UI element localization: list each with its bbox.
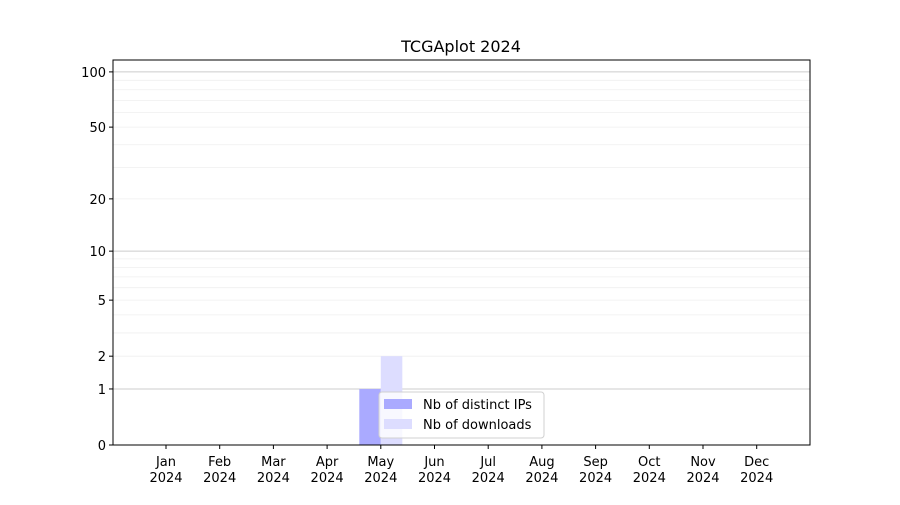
x-tick-label: Feb 2024 <box>203 455 236 486</box>
x-tick-month: Sep <box>583 455 608 470</box>
x-tick-year: 2024 <box>686 471 719 486</box>
x-tick-label: Aug 2024 <box>525 455 558 486</box>
legend-label: Nb of downloads <box>423 418 532 433</box>
x-tick-year: 2024 <box>633 471 666 486</box>
x-tick-label: Jul 2024 <box>472 455 505 486</box>
x-tick-month: Oct <box>638 455 660 470</box>
legend-swatch <box>384 419 412 429</box>
y-tick-label: 1 <box>98 383 106 398</box>
x-tick-month: Nov <box>690 455 716 470</box>
bar-distinct-ips <box>359 388 381 445</box>
legend-label: Nb of distinct IPs <box>423 398 532 413</box>
y-tick-label: 10 <box>89 245 106 260</box>
x-tick-year: 2024 <box>149 471 182 486</box>
x-tick-month: Jun <box>423 455 444 470</box>
x-tick-label: Jan 2024 <box>149 455 182 486</box>
y-tick-label: 5 <box>98 294 106 309</box>
x-tick-month: Mar <box>261 455 286 470</box>
x-tick-year: 2024 <box>418 471 451 486</box>
x-tick-year: 2024 <box>257 471 290 486</box>
x-tick-year: 2024 <box>203 471 236 486</box>
x-tick-month: Jan <box>155 455 176 470</box>
y-tick-label: 0 <box>98 439 106 454</box>
x-tick-month: Aug <box>529 455 554 470</box>
chart-title: TCGAplot 2024 <box>400 37 521 56</box>
y-tick-label: 20 <box>89 193 106 208</box>
x-tick-label: Apr 2024 <box>311 455 344 486</box>
x-tick-label: Oct 2024 <box>633 455 666 486</box>
x-tick-month: Jul <box>479 455 496 470</box>
x-tick-year: 2024 <box>740 471 773 486</box>
x-tick-year: 2024 <box>472 471 505 486</box>
x-tick-year: 2024 <box>579 471 612 486</box>
x-tick-label: Nov 2024 <box>686 455 719 486</box>
plot-frame <box>112 59 811 446</box>
legend-swatch <box>384 399 412 409</box>
x-tick-month: Apr <box>316 455 339 470</box>
x-tick-label: May 2024 <box>364 455 397 486</box>
y-tick-label: 100 <box>81 66 106 81</box>
x-tick-year: 2024 <box>364 471 397 486</box>
x-tick-month: Feb <box>208 455 231 470</box>
y-tick-label: 50 <box>89 121 106 136</box>
y-tick-label: 2 <box>98 350 106 365</box>
x-tick-month: Dec <box>744 455 769 470</box>
x-tick-label: Jun 2024 <box>418 455 451 486</box>
x-tick-label: Dec 2024 <box>740 455 773 486</box>
x-tick-label: Sep 2024 <box>579 455 612 486</box>
x-tick-month: May <box>367 455 394 470</box>
x-tick-year: 2024 <box>311 471 344 486</box>
x-tick-label: Mar 2024 <box>257 455 290 486</box>
x-tick-year: 2024 <box>525 471 558 486</box>
legend-box <box>378 391 545 439</box>
